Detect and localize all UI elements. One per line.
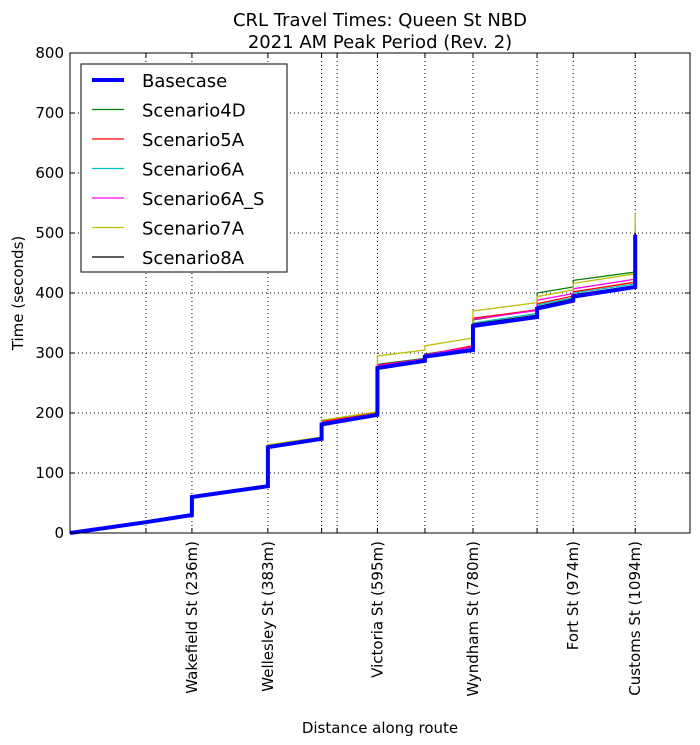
x-tick-labels: Wakefield St (236m) Wellesley St (383m) Vi… (183, 541, 644, 697)
x-tick-label: Wyndham St (780m) (464, 541, 482, 697)
y-tick-label: 800 (35, 44, 64, 62)
y-tick-label: 400 (35, 284, 64, 302)
legend-label: Scenario4D (142, 101, 246, 122)
x-tick-label: Customs St (1094m) (626, 541, 644, 696)
legend-label: Scenario5A (142, 130, 245, 151)
legend-label: Scenario6A (142, 160, 245, 181)
legend-label: Scenario6A_S (142, 189, 264, 210)
y-tick-label: 300 (35, 344, 64, 362)
tick-marks (70, 52, 690, 534)
x-tick-label: Victoria St (595m) (368, 541, 386, 678)
chart-title: CRL Travel Times: Queen St NBD (233, 10, 527, 31)
y-tick-labels: 0 100 200 300 400 500 600 700 800 (35, 44, 64, 542)
legend-label: Scenario7A (142, 219, 245, 240)
x-tick-label: Wakefield St (236m) (183, 541, 201, 694)
series-layer (69, 213, 638, 535)
y-tick-label: 100 (35, 464, 64, 482)
chart-subtitle: 2021 AM Peak Period (Rev. 2) (248, 32, 512, 53)
series-line-scenario8a (69, 233, 636, 534)
y-tick-label: 600 (35, 164, 64, 182)
series-line-scenario6a-s (69, 228, 636, 534)
series-line-scenario6a (69, 233, 636, 534)
y-tick-label: 700 (35, 104, 64, 122)
series-line-basecase (69, 234, 638, 535)
legend-label: Scenario8A (142, 248, 245, 269)
legend: Basecase Scenario4D Scenario5A Scenario6A Sc… (80, 63, 288, 273)
y-tick-label: 200 (35, 404, 64, 422)
y-tick-label: 500 (35, 224, 64, 242)
x-axis-label: Distance along route (302, 719, 458, 737)
series-line-scenario5a (69, 230, 636, 534)
y-tick-label: 0 (54, 524, 64, 542)
x-tick-label: Fort St (974m) (564, 541, 582, 650)
legend-label: Basecase (142, 71, 227, 92)
x-tick-label: Wellesley St (383m) (259, 541, 277, 692)
y-axis-label: Time (seconds) (9, 236, 27, 352)
